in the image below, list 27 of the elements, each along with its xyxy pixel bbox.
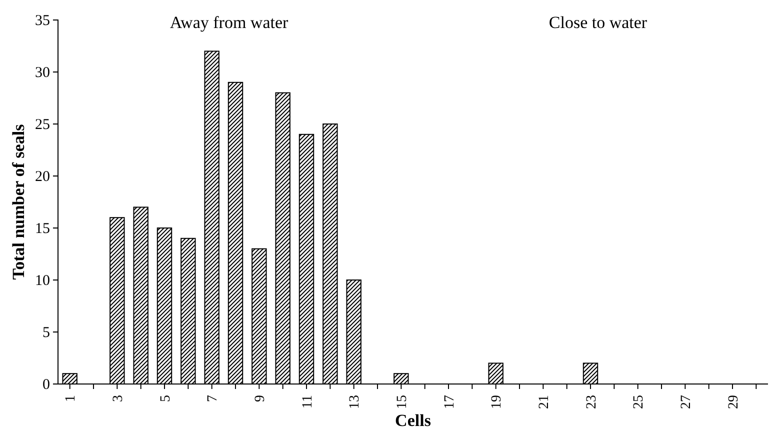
y-tick-label: 25 — [35, 116, 50, 133]
x-tick-label: 19 — [490, 395, 505, 409]
x-tick-label: 21 — [537, 395, 552, 409]
x-tick-label: 9 — [253, 395, 268, 402]
x-tick-label: 1 — [64, 395, 79, 402]
y-tick-label: 30 — [35, 64, 50, 81]
x-tick-label: 27 — [679, 395, 694, 409]
x-tick-label: 7 — [206, 395, 221, 402]
x-tick-label: 29 — [726, 395, 742, 409]
x-tick-label: 13 — [348, 395, 363, 409]
annotation: Close to water — [548, 13, 648, 32]
y-axis-title: Total number of seals — [9, 124, 28, 280]
x-tick-label: 25 — [632, 395, 647, 409]
y-tick-label: 0 — [42, 376, 50, 393]
x-tick-label: 15 — [395, 395, 410, 409]
annotation: Away from water — [170, 13, 289, 32]
y-tick-label: 15 — [35, 220, 50, 237]
x-tick-label: 5 — [158, 395, 174, 402]
x-tick-label: 23 — [584, 395, 600, 409]
x-tick-label: 3 — [111, 395, 126, 402]
y-tick-label: 10 — [35, 272, 50, 289]
x-tick-label: 17 — [442, 395, 458, 409]
x-axis-title: Cells — [395, 411, 432, 430]
x-tick-label: 11 — [300, 395, 316, 408]
y-tick-label: 5 — [42, 324, 50, 341]
y-tick-label: 20 — [35, 168, 50, 185]
y-tick-label: 35 — [35, 12, 50, 29]
